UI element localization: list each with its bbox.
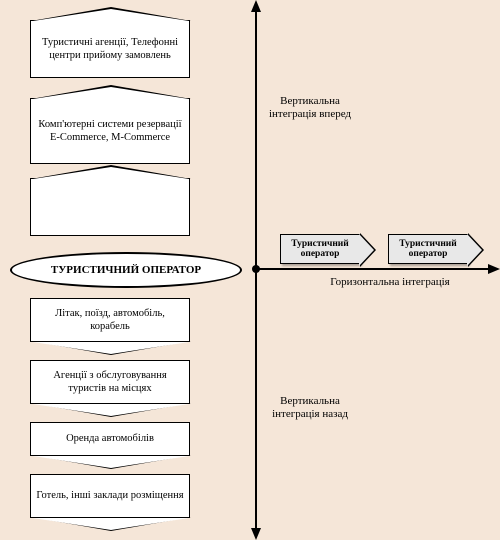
down-box-1: Літак, поїзд, автомобіль, корабель xyxy=(30,298,190,342)
up-box-2-text: Комп'ютерні системи резервації E-Commerc… xyxy=(35,118,185,144)
up-arrow-cap xyxy=(30,178,190,236)
down-box-4: Готель, інші заклади розміщення xyxy=(30,474,190,518)
diagram-container: Вертикальна інтеграція вперед Вертикальн… xyxy=(0,0,500,540)
horizontal-axis xyxy=(256,268,492,270)
operator-arrow-2-text: Туристичний оператор xyxy=(389,239,467,260)
down-box-3: Оренда автомобілів xyxy=(30,422,190,456)
origin-point xyxy=(252,265,260,273)
arrow-up-icon xyxy=(251,0,261,12)
down-box-2-text: Агенції з обслуговування туристів на міс… xyxy=(35,369,185,395)
down-box-1-text: Літак, поїзд, автомобіль, корабель xyxy=(35,307,185,333)
up-box-1-text: Туристичні агенції, Телефонні центри при… xyxy=(35,36,185,62)
operator-arrow-2: Туристичний оператор xyxy=(388,234,468,264)
horizontal-label: Горизонтальна інтеграція xyxy=(300,276,480,289)
center-ellipse: ТУРИСТИЧНИЙ ОПЕРАТОР xyxy=(10,252,242,288)
operator-arrow-1: Туристичний оператор xyxy=(280,234,360,264)
arrow-down-icon xyxy=(251,528,261,540)
up-box-1: Туристичні агенції, Телефонні центри при… xyxy=(30,20,190,78)
down-box-3-text: Оренда автомобілів xyxy=(66,432,154,445)
down-box-2: Агенції з обслуговування туристів на міс… xyxy=(30,360,190,404)
arrow-right-icon xyxy=(488,264,500,274)
vertical-down-label: Вертикальна інтеграція назад xyxy=(265,395,355,421)
up-box-2: Комп'ютерні системи резервації E-Commerc… xyxy=(30,98,190,164)
vertical-up-label: Вертикальна інтеграція вперед xyxy=(265,95,355,121)
down-box-4-text: Готель, інші заклади розміщення xyxy=(36,489,183,502)
operator-arrow-1-text: Туристичний оператор xyxy=(281,239,359,260)
center-label: ТУРИСТИЧНИЙ ОПЕРАТОР xyxy=(51,264,201,276)
